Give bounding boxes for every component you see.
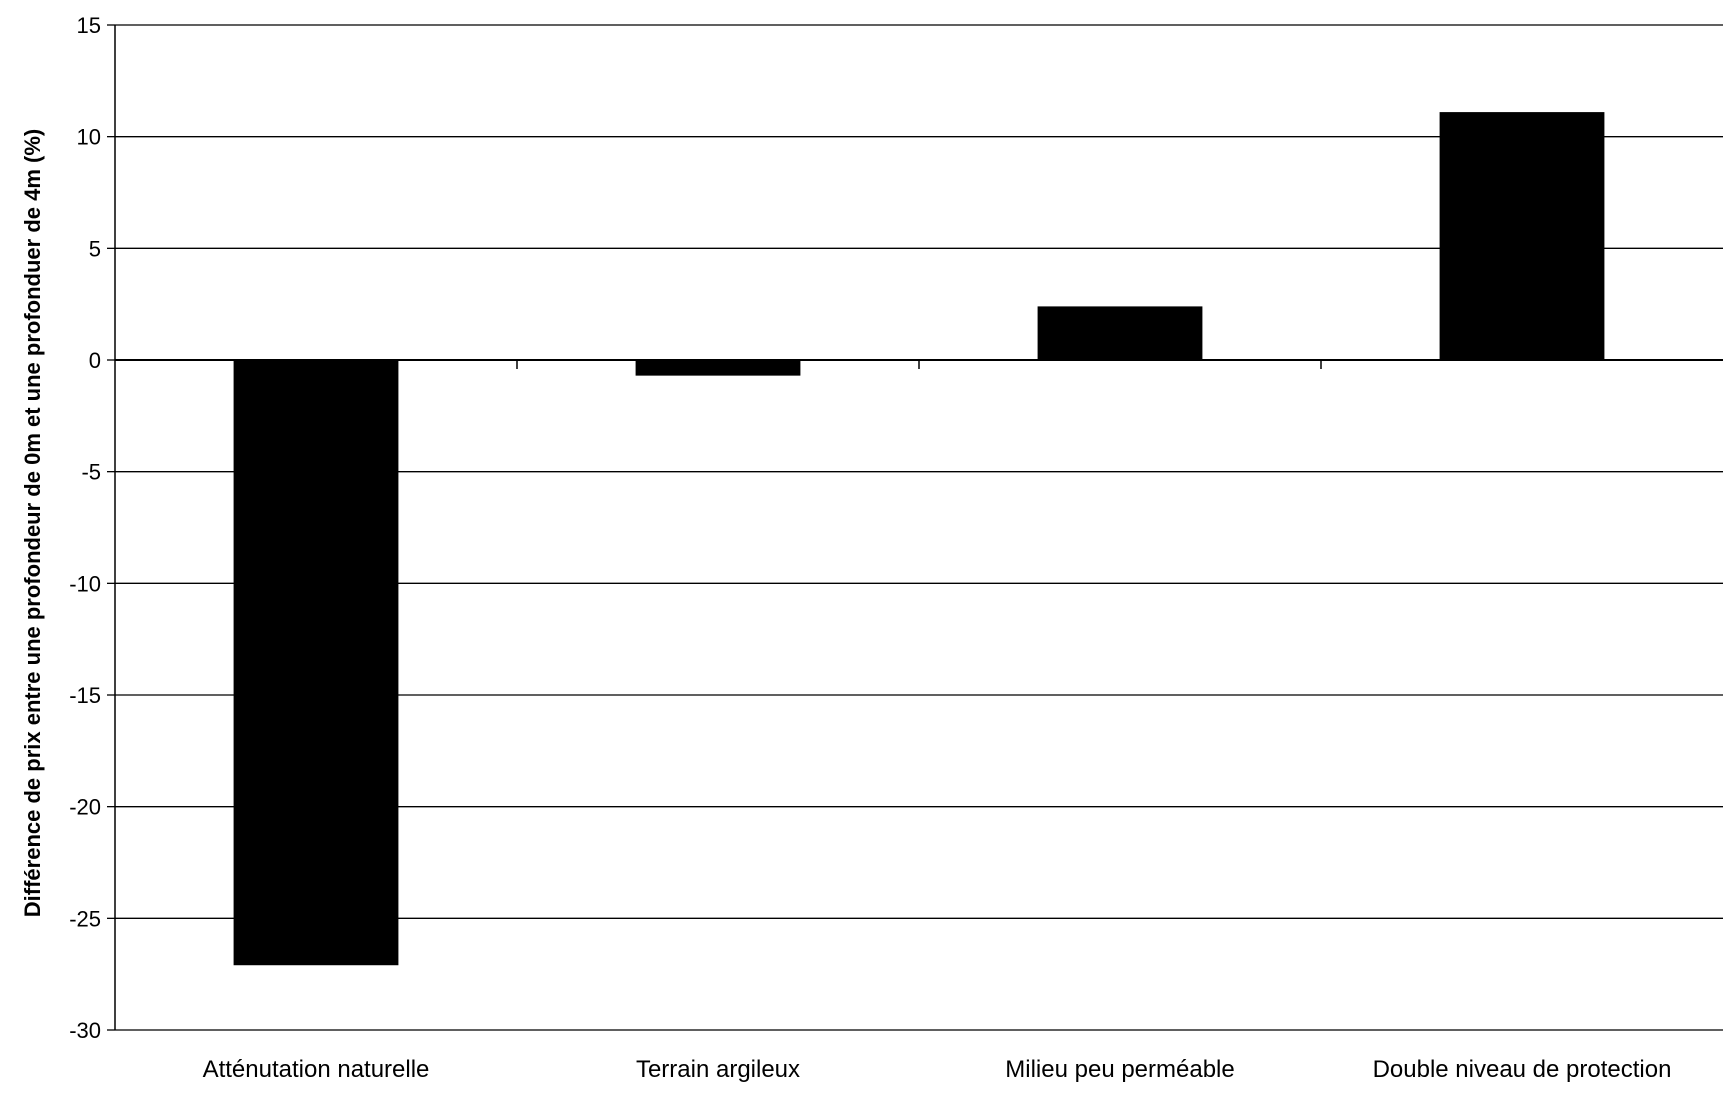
- y-tick-label: -5: [81, 460, 101, 485]
- y-tick-label: -10: [69, 571, 101, 596]
- category-label: Double niveau de protection: [1373, 1056, 1672, 1083]
- bars: [233, 112, 1605, 966]
- labels: 15 10 5 0 -5 -10 -15 -20 -25 -30 Atténutation natu…: [69, 13, 1671, 1083]
- y-tick-label: -30: [69, 1018, 101, 1043]
- y-tick-label: -15: [69, 683, 101, 708]
- bar: [1439, 112, 1605, 360]
- y-tick-label: 15: [77, 13, 101, 38]
- axes: [107, 24, 1723, 1031]
- category-label: Terrain argileux: [636, 1056, 800, 1083]
- bar: [233, 360, 399, 966]
- y-tick-label: -25: [69, 906, 101, 931]
- category-label: Milieu peu perméable: [1005, 1056, 1234, 1083]
- y-tick-label: 10: [77, 125, 101, 150]
- bar: [635, 360, 801, 376]
- y-tick-label: 0: [89, 348, 101, 373]
- y-tick-label: -20: [69, 795, 101, 820]
- y-axis-title: Différence de prix entre une profondeur …: [20, 129, 45, 917]
- category-label: Atténutation naturelle: [203, 1056, 430, 1083]
- bar: [1037, 306, 1203, 360]
- y-tick-label: 5: [89, 236, 101, 261]
